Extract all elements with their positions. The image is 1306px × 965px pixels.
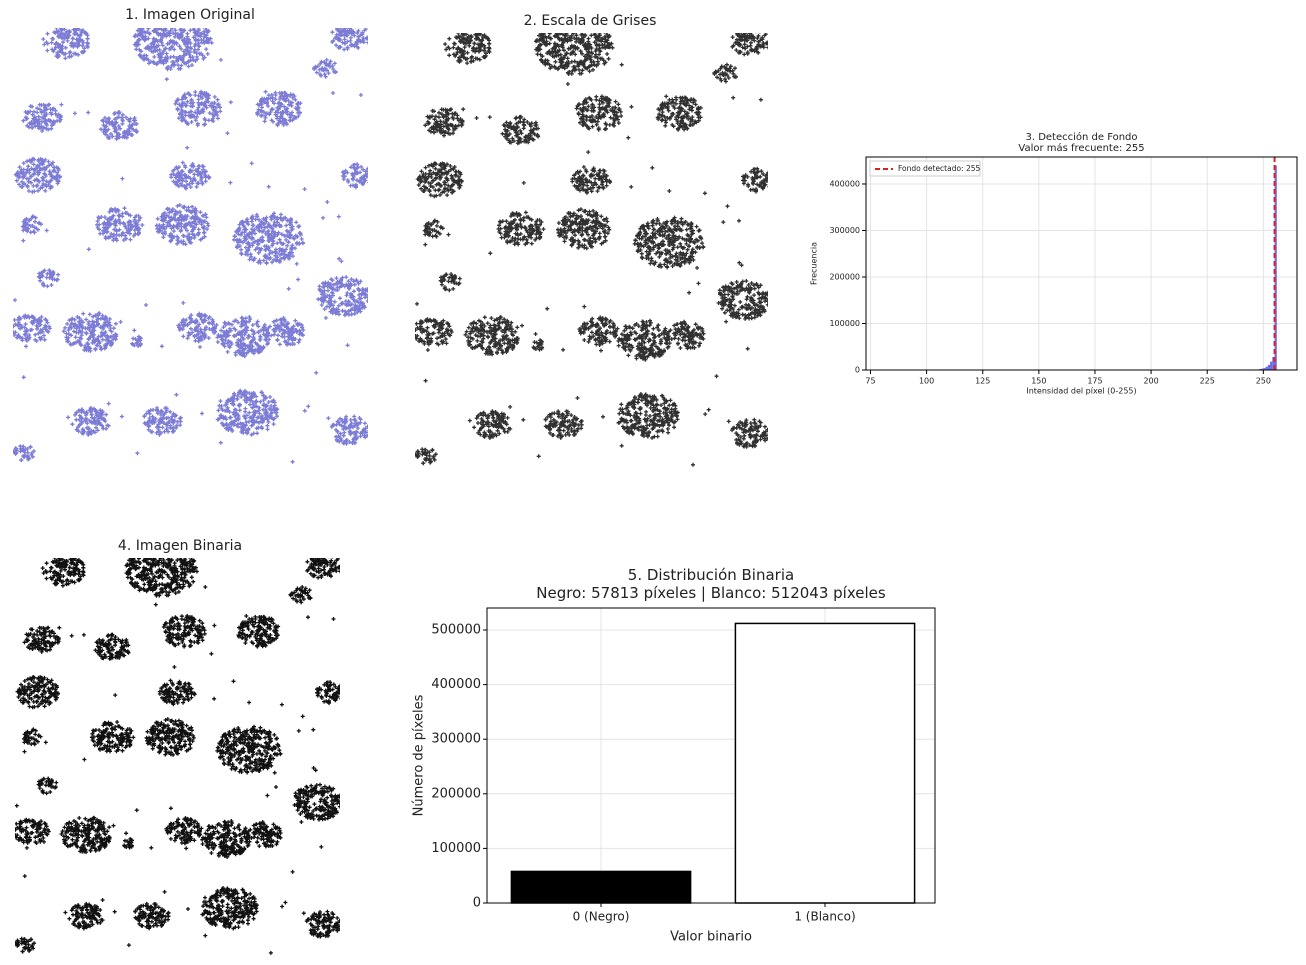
chart-title: 3. Detección de Fondo [1025,131,1137,143]
x-tick-label: 250 [1256,377,1271,386]
axes-frame [866,157,1297,370]
chart-subtitle: Valor más frecuente: 255 [1018,142,1144,154]
figure: 1. Imagen Original 2. Escala de Grises 4. … [0,0,1306,965]
chart-title: 5. Distribución Binaria [628,566,794,584]
x-axis-label: Valor binario [670,929,752,944]
x-axis-label: Intensidad del píxel (0-255) [1026,386,1136,395]
y-tick-label: 300000 [829,226,860,235]
bar [735,623,914,903]
y-tick-label: 200000 [431,786,481,801]
y-axis-label: Número de píxeles [412,694,427,816]
y-tick-label: 100000 [431,841,481,856]
x-tick-label: 175 [1087,377,1102,386]
cell-marks [412,17,773,467]
y-tick-label: 300000 [431,732,481,747]
x-tick-label: 100 [919,377,934,386]
histogram-bar [1275,165,1277,370]
y-tick-label: 100000 [829,319,860,328]
x-tick-label: 200 [1143,377,1158,386]
x-tick-label: 150 [1031,377,1046,386]
cell-marks [13,543,346,955]
panel-title: 4. Imagen Binaria [118,538,242,554]
histogram-bar [1268,365,1270,370]
y-axis-label: Frecuencia [810,242,819,285]
x-tick-label: 75 [865,377,875,386]
x-tick-label: 225 [1200,377,1215,386]
x-tick-label: 1 (Blanco) [794,910,855,924]
y-tick-label: 200000 [829,272,860,281]
x-tick-label: 0 (Negro) [573,910,630,924]
y-tick-label: 500000 [431,623,481,638]
bar [511,871,690,903]
x-tick-label: 125 [975,377,990,386]
cell-marks [10,12,373,464]
panel-title: 2. Escala de Grises [524,13,657,29]
y-tick-label: 400000 [829,179,860,188]
y-tick-label: 0 [855,366,860,375]
chart-subtitle: Negro: 57813 píxeles | Blanco: 512043 pí… [536,584,886,602]
legend-label: Fondo detectado: 255 [898,164,981,173]
panel-title: 1. Imagen Original [125,7,255,23]
histogram-bar [1270,362,1272,370]
y-tick-label: 0 [473,896,481,911]
y-tick-label: 400000 [431,677,481,692]
